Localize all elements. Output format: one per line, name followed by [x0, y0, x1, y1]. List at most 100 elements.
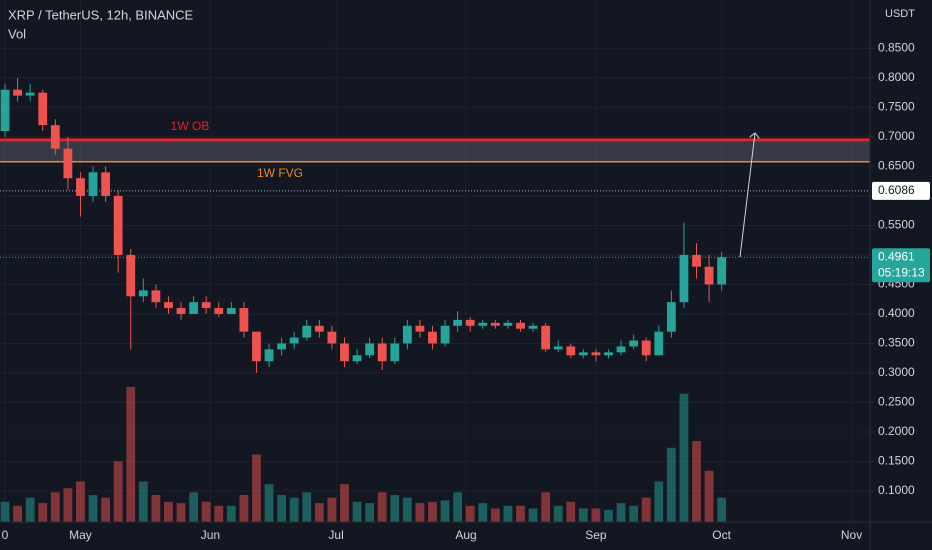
candle-body: [164, 302, 173, 309]
volume-bar: [76, 481, 85, 522]
candle-body: [478, 322, 488, 326]
candle-body: [604, 352, 613, 356]
candle-body: [402, 325, 412, 344]
candle-body: [25, 92, 35, 96]
currency-label: USDT: [885, 8, 915, 20]
candle-body: [252, 331, 261, 362]
candle-body: [113, 195, 123, 255]
candle-body: [541, 325, 551, 350]
candle-body: [214, 308, 224, 314]
volume-bar: [113, 461, 123, 522]
volume-bar: [50, 492, 60, 522]
candle-body: [679, 254, 689, 303]
y-tick-label: 0.1500: [878, 454, 915, 468]
volume-bar: [264, 484, 274, 522]
volume-bar: [302, 492, 312, 522]
volume-bar: [138, 481, 148, 522]
volume-bar: [126, 387, 136, 522]
countdown-label: 05:19:13: [878, 265, 925, 279]
volume-bar: [541, 492, 551, 522]
candle-body: [566, 346, 576, 356]
x-tick-label: Nov: [841, 528, 862, 542]
volume-bar: [38, 503, 48, 522]
volume-bar: [277, 495, 287, 522]
volume-bar: [692, 441, 701, 522]
candle-body: [528, 325, 538, 329]
volume-bar: [654, 481, 664, 522]
volume-bar: [578, 508, 588, 522]
candle-body: [50, 125, 60, 149]
candle-body: [63, 148, 73, 179]
zone-shade: [0, 139, 870, 162]
volume-bar: [478, 503, 488, 522]
y-tick-label: 0.6500: [878, 159, 915, 173]
volume-bar: [717, 497, 727, 522]
price-label-box: [872, 181, 930, 200]
volume-bar: [428, 501, 437, 522]
level-label: 1W FVG: [257, 166, 303, 180]
candle-body: [340, 343, 349, 362]
y-tick-label: 0.2000: [878, 424, 915, 438]
candle-body: [264, 349, 274, 362]
volume-bar: [679, 393, 689, 522]
candle-body: [503, 322, 513, 326]
volume-bar: [189, 492, 199, 522]
candle-body: [428, 331, 437, 344]
y-tick-label: 0.7000: [878, 129, 915, 143]
volume-bar: [201, 501, 211, 522]
candle-body: [390, 343, 400, 362]
volume-bar: [340, 484, 349, 522]
volume-bar: [402, 497, 412, 522]
volume-bar: [151, 495, 161, 522]
volume-bar: [63, 488, 73, 522]
candle-body: [138, 290, 148, 297]
volume-bar: [591, 508, 601, 522]
candle-body: [277, 343, 287, 350]
volume-bar: [252, 454, 261, 522]
y-tick-label: 0.7500: [878, 100, 915, 114]
x-tick-label: Jul: [328, 528, 343, 542]
y-tick-label: 0.2500: [878, 395, 915, 409]
candle-body: [717, 257, 727, 285]
candle-body: [365, 343, 375, 356]
x-tick-label: May: [69, 528, 92, 542]
x-tick-label: Sep: [585, 528, 607, 542]
y-tick-label: 0.3000: [878, 365, 915, 379]
candle-body: [692, 254, 701, 267]
volume-bar: [377, 492, 387, 522]
volume-bar: [516, 505, 525, 522]
candle-body: [289, 337, 299, 344]
volume-bar: [327, 497, 337, 522]
volume-bar: [465, 505, 475, 522]
candle-body: [440, 325, 450, 344]
candle-body: [666, 302, 676, 332]
level-label: 1W OB: [171, 119, 210, 133]
candle-body: [415, 325, 425, 332]
volume-bar: [25, 497, 35, 522]
candle-body: [76, 178, 85, 196]
candle-body: [88, 172, 98, 196]
volume-bar: [164, 501, 173, 522]
volume-bar: [13, 505, 23, 522]
candle-body: [553, 346, 563, 350]
candle-body: [704, 266, 714, 285]
candle-body: [101, 172, 111, 196]
volume-bar: [352, 501, 362, 522]
candle-body: [226, 308, 236, 314]
candle-body: [616, 346, 626, 353]
volume-bar: [226, 505, 236, 522]
candle-body: [490, 322, 500, 326]
candle-body: [591, 352, 601, 356]
volume-bar: [566, 501, 576, 522]
y-tick-label: 0.8000: [878, 70, 915, 84]
volume-bar: [390, 495, 400, 522]
candle-body: [377, 343, 387, 362]
x-tick-label: Aug: [455, 528, 476, 542]
price-label: 0.6086: [878, 183, 915, 197]
chart-title: XRP / TetherUS, 12h, BINANCE: [8, 7, 194, 22]
volume-bar: [101, 497, 111, 522]
candle-body: [465, 319, 475, 326]
y-tick-label: 0.8500: [878, 41, 915, 55]
candle-body: [654, 331, 664, 356]
volume-label: Vol: [8, 26, 26, 41]
